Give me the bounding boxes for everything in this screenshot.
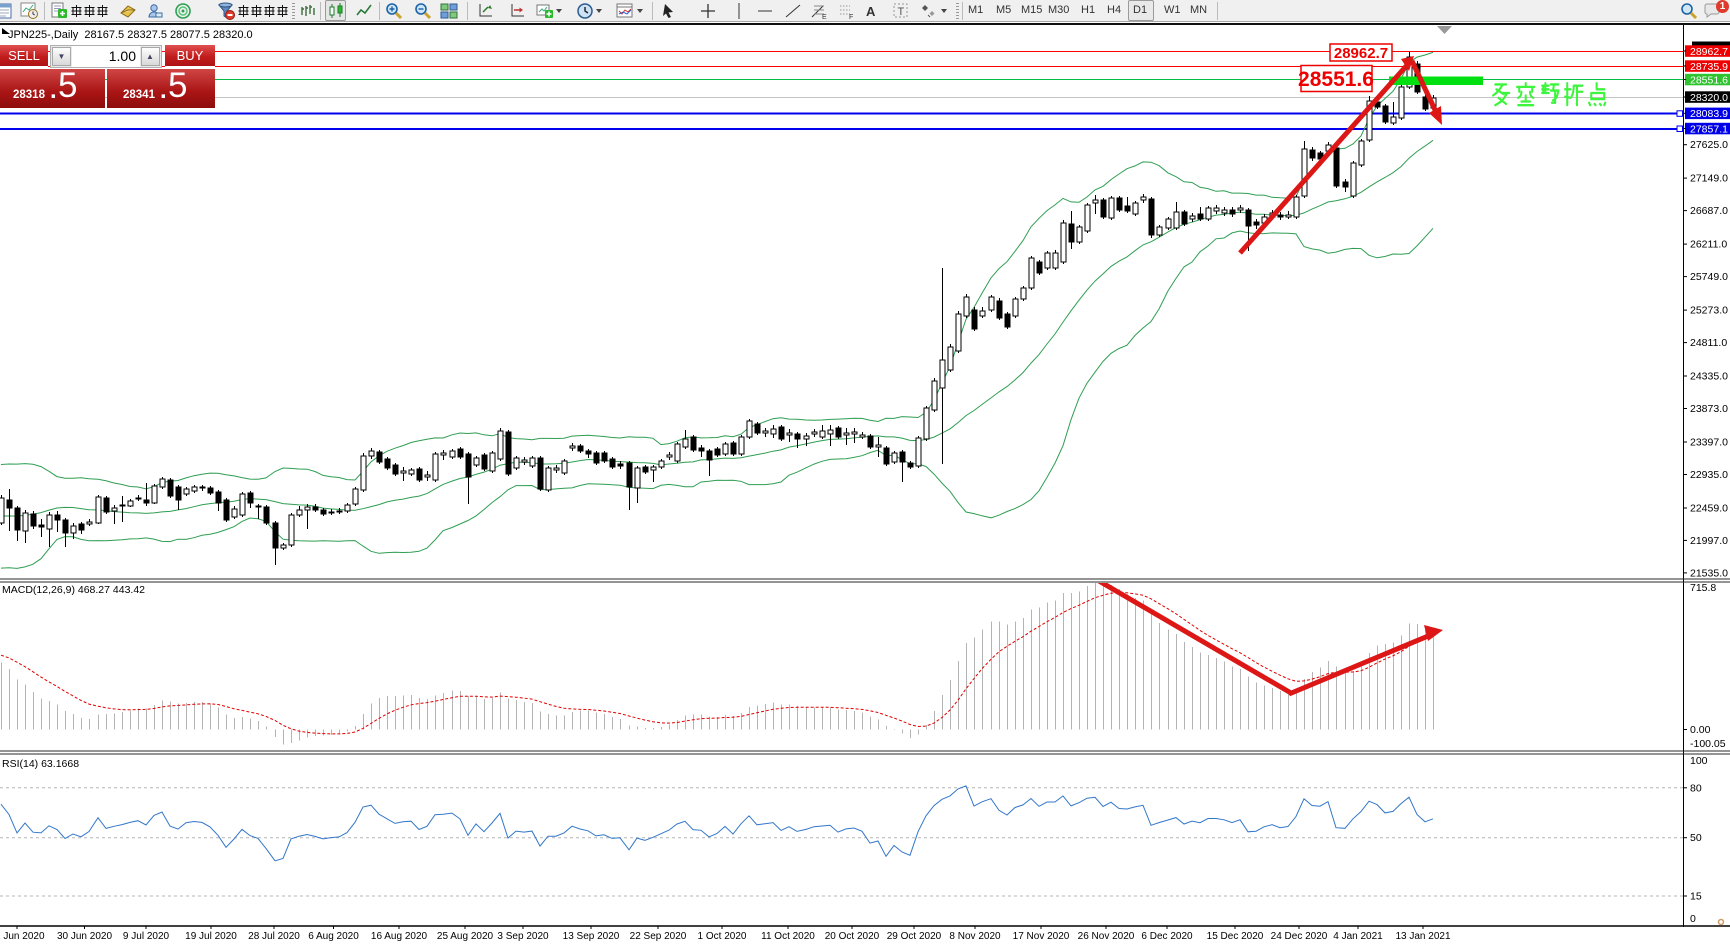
svg-text:28962.7: 28962.7 [1334,45,1388,62]
svg-text:RSI(14) 63.1668: RSI(14) 63.1668 [2,758,79,770]
svg-text:23397.0: 23397.0 [1690,437,1728,449]
svg-text:28551.6: 28551.6 [1690,74,1728,86]
svg-text:19 Jul 2020: 19 Jul 2020 [185,931,237,942]
svg-text:1 Oct 2020: 1 Oct 2020 [698,931,747,942]
svg-text:28320.0: 28320.0 [1690,92,1728,104]
svg-text:27857.1: 27857.1 [1690,123,1728,135]
svg-text:23873.0: 23873.0 [1690,403,1728,415]
svg-text:3 Sep 2020: 3 Sep 2020 [497,931,549,942]
svg-text:21 Jun 2020: 21 Jun 2020 [0,931,45,942]
svg-text:0: 0 [1690,913,1696,925]
svg-text:80: 80 [1690,782,1702,794]
svg-text:-100.05: -100.05 [1690,738,1726,750]
svg-text:100: 100 [1690,755,1708,767]
svg-text:16 Aug 2020: 16 Aug 2020 [371,931,428,942]
svg-text:E: E [822,14,827,20]
svg-text:24811.0: 24811.0 [1690,337,1727,349]
svg-text:28 Jul 2020: 28 Jul 2020 [248,931,300,942]
svg-text:26687.0: 26687.0 [1690,205,1728,217]
svg-text:25273.0: 25273.0 [1690,305,1728,317]
svg-text:25 Aug 2020: 25 Aug 2020 [437,931,494,942]
svg-text:4 Jan 2021: 4 Jan 2021 [1333,931,1383,942]
svg-text:15 Dec 2020: 15 Dec 2020 [1207,931,1264,942]
svg-text:30 Jun 2020: 30 Jun 2020 [57,931,112,942]
svg-text:27625.0: 27625.0 [1690,139,1728,151]
svg-text:0.00: 0.00 [1690,724,1711,736]
svg-text:24335.0: 24335.0 [1690,371,1728,383]
svg-text:28551.6: 28551.6 [1298,68,1374,91]
svg-text:26 Nov 2020: 26 Nov 2020 [1078,931,1135,942]
svg-text:8 Nov 2020: 8 Nov 2020 [949,931,1001,942]
svg-text:28735.9: 28735.9 [1690,61,1728,73]
svg-text:25749.0: 25749.0 [1690,271,1728,283]
svg-text:22 Sep 2020: 22 Sep 2020 [630,931,687,942]
svg-text:6 Dec 2020: 6 Dec 2020 [1141,931,1193,942]
svg-text:13 Sep 2020: 13 Sep 2020 [563,931,620,942]
svg-text:20 Oct 2020: 20 Oct 2020 [825,931,880,942]
svg-text:21535.0: 21535.0 [1690,567,1728,579]
svg-text:MACD(12,26,9) 468.27 443.42: MACD(12,26,9) 468.27 443.42 [2,584,145,596]
svg-text:F: F [849,14,853,20]
svg-text:22935.0: 22935.0 [1690,469,1728,481]
svg-text:50: 50 [1690,832,1702,844]
svg-text:715.8: 715.8 [1690,582,1716,594]
svg-text:28083.9: 28083.9 [1690,108,1728,120]
svg-text:26211.0: 26211.0 [1690,239,1727,251]
svg-text:17 Nov 2020: 17 Nov 2020 [1013,931,1070,942]
svg-text:15: 15 [1690,891,1702,903]
svg-text:28962.7: 28962.7 [1690,46,1728,58]
svg-text:21997.0: 21997.0 [1690,535,1728,547]
svg-text:6 Aug 2020: 6 Aug 2020 [308,931,359,942]
svg-text:29 Oct 2020: 29 Oct 2020 [887,931,942,942]
svg-text:27149.0: 27149.0 [1690,173,1728,185]
svg-text:24 Dec 2020: 24 Dec 2020 [1271,931,1328,942]
svg-text:JPN225-,Daily 28167.5 28327.5: JPN225-,Daily 28167.5 28327.5 28077.5 28… [8,29,253,41]
svg-text:9 Jul 2020: 9 Jul 2020 [123,931,170,942]
svg-text:13 Jan 2021: 13 Jan 2021 [1395,931,1450,942]
svg-text:T: T [898,6,905,18]
svg-text:11 Oct 2020: 11 Oct 2020 [761,931,815,942]
svg-text:22459.0: 22459.0 [1690,503,1728,515]
